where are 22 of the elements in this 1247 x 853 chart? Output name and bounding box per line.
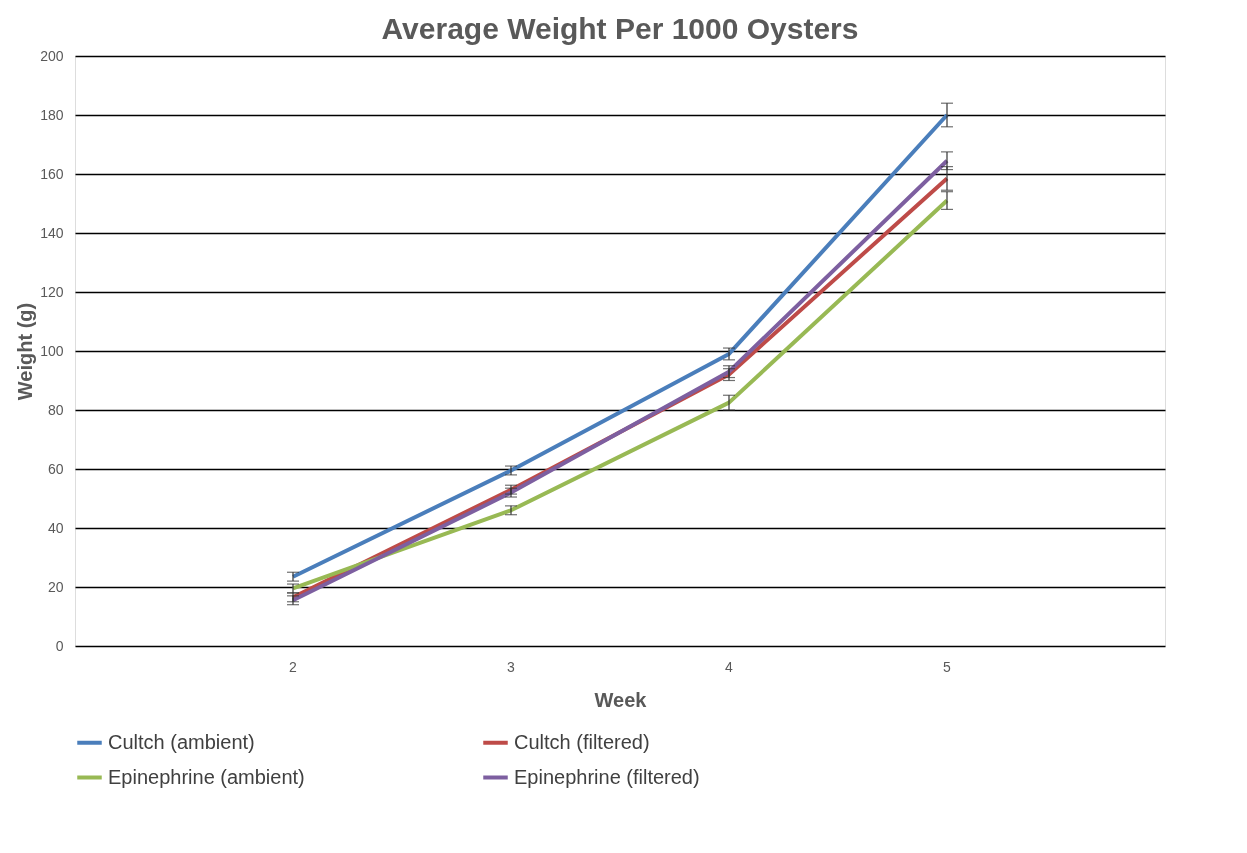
y-tick-label: 100	[40, 342, 64, 359]
y-tick-label: 40	[47, 519, 64, 536]
x-tick-label: 2	[289, 658, 298, 675]
x-axis-title: Week	[594, 688, 648, 711]
y-tick-label: 120	[40, 283, 64, 300]
legend-label: Epinephrine (filtered)	[514, 765, 700, 788]
legend-label: Cultch (ambient)	[108, 730, 255, 753]
y-tick-label: 60	[47, 460, 64, 477]
x-tick-label: 5	[943, 658, 952, 675]
x-tick-label: 4	[725, 658, 734, 675]
legend-label: Cultch (filtered)	[514, 730, 650, 753]
y-tick-label: 180	[40, 106, 64, 123]
y-tick-label: 140	[40, 224, 64, 241]
y-tick-label: 0	[55, 637, 64, 654]
chart-title: Average Weight Per 1000 Oysters	[381, 12, 859, 45]
y-tick-label: 80	[47, 401, 64, 418]
x-tick-label: 3	[507, 658, 516, 675]
y-tick-label: 200	[40, 47, 64, 64]
y-axis-title: Weight (g)	[14, 302, 37, 401]
legend-label: Epinephrine (ambient)	[108, 765, 305, 788]
y-tick-label: 20	[47, 578, 64, 595]
y-tick-label: 160	[40, 165, 64, 182]
